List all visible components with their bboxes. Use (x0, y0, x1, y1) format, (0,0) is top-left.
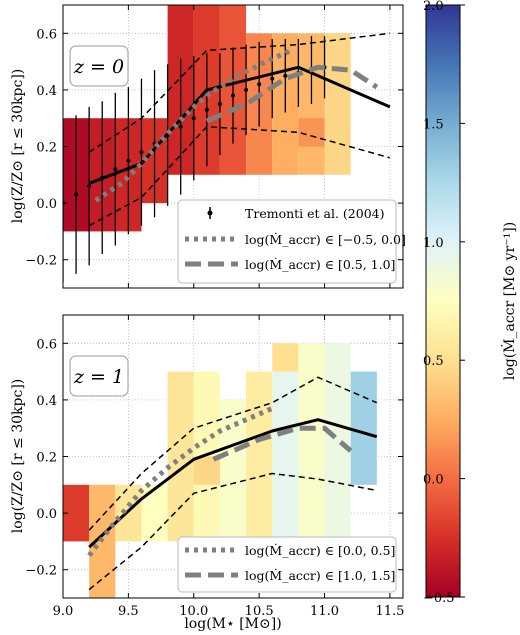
x-tick-label: 9.0 (53, 604, 74, 619)
y-tick-label: −0.2 (25, 564, 57, 579)
axis-ticks: 9.0 9.5 10.0 10.5 11.0 11.5 −0.2 0.0 0.2 0.4 0.6 (25, 315, 404, 619)
x-tick-label: 11.0 (310, 604, 339, 619)
y-tick-label: 0.0 (36, 507, 57, 522)
data-point (139, 150, 144, 155)
heatmap-cell (272, 371, 299, 542)
panel-label-box: z = 1 (69, 355, 129, 397)
colorbar-title: log(Ṁ_accr [M⊙ yr⁻¹]) (500, 222, 518, 380)
heatmap-cell (246, 371, 273, 542)
y-tick-label: −0.2 (25, 254, 57, 269)
x-axis-title: log(M⋆ [M⊙]) (184, 616, 281, 632)
panel-z0: −0.2 0.0 0.2 0.4 0.6 z = 0 Tremonti et al. (… (10, 4, 406, 289)
legend-entry-label: Tremonti et al. (2004) (245, 206, 385, 221)
legend: Tremonti et al. (2004) log(Ṁ_accr) ∈ [−0… (177, 199, 406, 284)
colorbar-gradient (425, 4, 461, 598)
data-point (244, 87, 249, 92)
heatmap-cell (272, 343, 299, 372)
data-point (204, 107, 209, 112)
colorbar-tick-label: 1.5 (423, 117, 444, 132)
panel-label-box: z = 0 (69, 45, 129, 87)
data-point (87, 184, 92, 189)
y-tick-label: 0.2 (36, 451, 57, 466)
data-point (191, 116, 196, 121)
errorbar-marker-icon (207, 210, 213, 216)
series-line (88, 418, 378, 549)
series-line (88, 376, 378, 531)
y-tick-label: 0.4 (36, 84, 57, 99)
y-axis-title: log(Z/Z⊙ [r ≤ 30kpc]) (10, 69, 26, 224)
series-line (88, 125, 391, 227)
series-line (205, 64, 379, 124)
panel-z1: 9.0 9.5 10.0 10.5 11.0 11.5 −0.2 0.0 0.2 0.4 0.6 z… (10, 314, 404, 632)
axis-ticks: −0.2 0.0 0.2 0.4 0.6 (25, 5, 403, 288)
x-tick-label: 9.5 (118, 604, 139, 619)
legend-entry-label: log(Ṁ_accr) ∈ [0.5, 1.0] (245, 257, 395, 272)
series-line (212, 425, 353, 462)
colorbar-ticks: −0.5 0.0 0.5 1.0 1.5 2.0 (423, 0, 465, 606)
colorbar: −0.5 0.0 0.5 1.0 1.5 2.0 log(Ṁ_accr [M⊙ yr⁻¹]… (423, 0, 518, 606)
heatmap-cell (115, 484, 142, 542)
series-line (94, 48, 293, 203)
colorbar-tick-label: −0.5 (423, 591, 455, 606)
data-point (178, 124, 183, 129)
data-point (270, 76, 275, 81)
heatmap-cell (298, 343, 325, 542)
heatmap-cell (350, 371, 377, 485)
data-series (87, 376, 378, 591)
heatmap-cell (298, 118, 325, 147)
legend-entry-label: log(Ṁ_accr) ∈ [−0.5, 0.0] (245, 232, 406, 247)
legend: log(Ṁ_accr) ∈ [0.0, 0.5] log(Ṁ_accr) ∈ [… (177, 536, 397, 593)
heatmap-cell (193, 456, 220, 485)
data-point (231, 93, 235, 98)
legend-entry-label: log(Ṁ_accr) ∈ [1.0, 1.5] (245, 568, 395, 583)
colorbar-tick-label: 0.0 (423, 473, 444, 488)
y-tick-label: 0.6 (36, 337, 57, 352)
x-tick-label: 10.0 (179, 604, 208, 619)
series-line (88, 65, 391, 185)
data-series (63, 32, 391, 283)
legend-entry-label: log(Ṁ_accr) ∈ [0.0, 0.5] (245, 543, 395, 558)
data-point (257, 82, 262, 87)
heatmap-cell (219, 399, 247, 542)
colorbar-tick-label: 1.0 (423, 236, 444, 251)
series-line (88, 32, 390, 153)
heatmap-cell (324, 33, 351, 175)
colorbar-tick-label: 0.5 (423, 354, 444, 369)
data-point (74, 192, 79, 197)
data-point (217, 102, 222, 107)
series-line (88, 472, 377, 591)
data-point (113, 167, 118, 172)
heatmap-cell (141, 484, 168, 542)
y-tick-label: 0.2 (36, 141, 57, 156)
x-tick-label: 10.5 (245, 604, 274, 619)
y-tick-label: 0.0 (36, 197, 57, 212)
y-tick-label: 0.4 (36, 394, 57, 409)
heatmap-cell (324, 343, 351, 542)
data-point (283, 73, 288, 78)
x-tick-label: 11.5 (375, 604, 404, 619)
panel-label: z = 0 (73, 56, 124, 78)
y-axis-title: log(Z/Z⊙ [r ≤ 30kpc]) (10, 379, 26, 534)
data-point (126, 158, 131, 163)
y-tick-label: 0.6 (36, 27, 57, 42)
colorbar-tick-label: 2.0 (423, 0, 444, 14)
panel-label: z = 1 (73, 366, 124, 388)
